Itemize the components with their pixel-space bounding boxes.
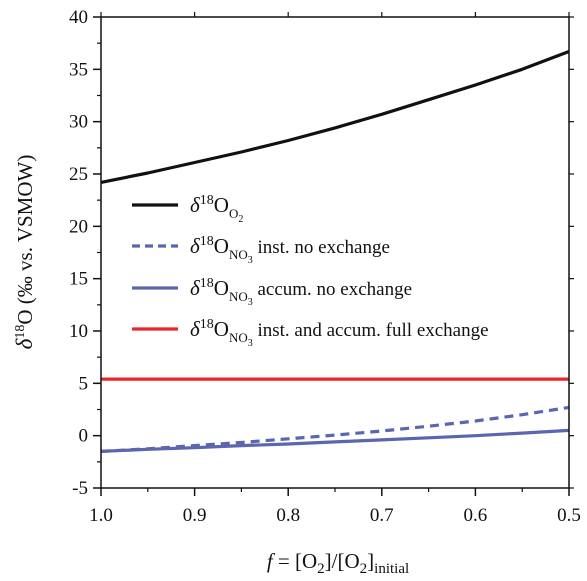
y-tick-label: 25 <box>69 164 88 185</box>
series-layer <box>100 50 570 453</box>
axes-layer: -5 0 5 10 15 20 25 30 35 40 1.0 0.9 0.8 0.7 0.6 0.5 <box>69 7 581 526</box>
legend-label-1: δ18OO2 <box>190 193 243 225</box>
x-tick-label: 0.6 <box>464 505 488 526</box>
x-axis-title: f = [O2]/[O2]initial <box>267 549 409 577</box>
y-tick-label: 35 <box>69 59 88 80</box>
y-tick-label: 10 <box>69 321 88 342</box>
series-line-1 <box>100 50 570 184</box>
x-tick-label: 1.0 <box>89 505 113 526</box>
y-tick-label: -5 <box>72 478 88 499</box>
legend-label-4: δ18ONO3 inst. and accum. full exchange <box>190 317 489 349</box>
axis-titles: f = [O2]/[O2]initial δ18O (‰ vs. VSMOW) <box>12 155 409 577</box>
y-tick-label: 40 <box>69 7 88 28</box>
x-tick-label: 0.7 <box>370 505 394 526</box>
y-tick-label: 20 <box>69 216 88 237</box>
legend: δ18OO2 δ18ONO3 inst. no exchange δ18ONO3 a… <box>132 193 489 349</box>
series-line-3 <box>100 428 570 453</box>
y-tick-label: 5 <box>79 373 89 394</box>
x-tick-label: 0.5 <box>557 505 581 526</box>
legend-label-3: δ18ONO3 accum. no exchange <box>190 276 412 308</box>
x-tick-label: 0.9 <box>183 505 207 526</box>
legend-label-2: δ18ONO3 inst. no exchange <box>190 234 390 266</box>
y-axis-title: δ18O (‰ vs. VSMOW) <box>12 155 37 350</box>
y-tick-label: 30 <box>69 112 88 133</box>
x-tick-label: 0.8 <box>276 505 300 526</box>
series-line-2 <box>100 405 570 453</box>
y-tick-label: 15 <box>69 269 88 290</box>
y-tick-label: 0 <box>79 426 89 447</box>
